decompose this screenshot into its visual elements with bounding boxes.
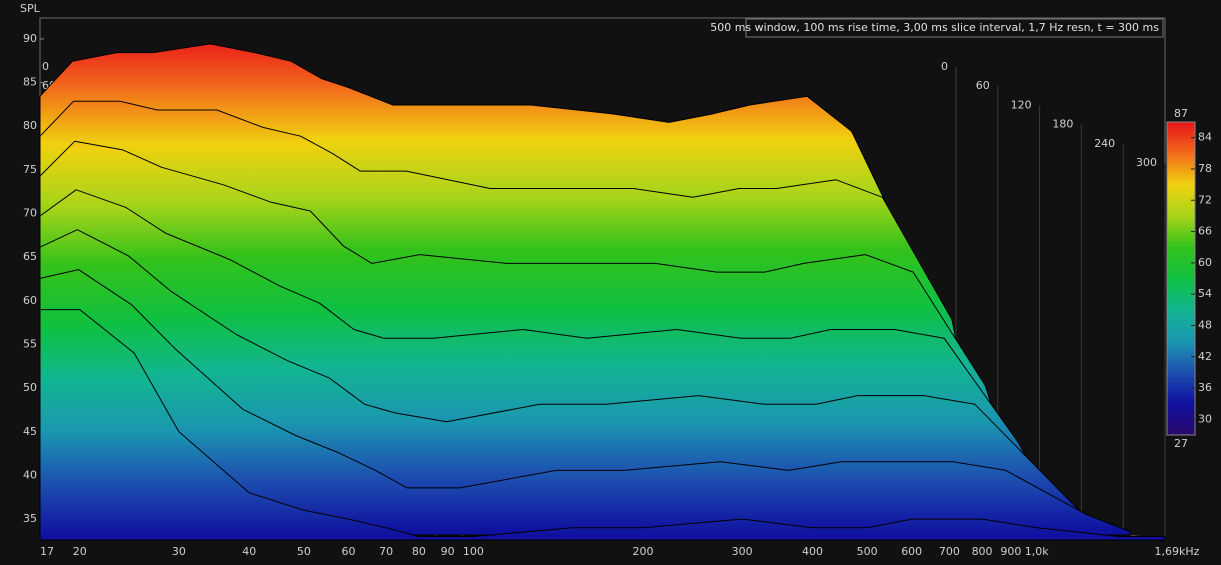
y-tick-label: 60 xyxy=(23,294,37,307)
colorbar-label: 66 xyxy=(1198,225,1212,238)
x-tick-label: 80 xyxy=(412,545,426,558)
info-text: 500 ms window, 100 ms rise time, 3,00 ms… xyxy=(710,21,1159,34)
y-tick-label: 35 xyxy=(23,512,37,525)
colorbar-max: 87 xyxy=(1174,107,1188,120)
y-tick-label: 40 xyxy=(23,468,37,481)
y-tick-label: 85 xyxy=(23,76,37,89)
y-tick-label: 80 xyxy=(23,119,37,132)
y-tick-label: 70 xyxy=(23,207,37,220)
colorbar xyxy=(1166,121,1196,436)
x-tick-label: 700 xyxy=(939,545,960,558)
x-tick-label: 800 xyxy=(972,545,993,558)
colorbar-label: 36 xyxy=(1198,381,1212,394)
x-tick-label: 1,0k xyxy=(1025,545,1049,558)
info-box xyxy=(745,18,1164,38)
x-tick-label: 200 xyxy=(632,545,653,558)
x-tick-label: 300 xyxy=(732,545,753,558)
y-tick-label: 90 xyxy=(23,32,37,45)
colorbar-label: 30 xyxy=(1198,412,1212,425)
y-tick-label: 75 xyxy=(23,163,37,176)
x-tick-label: 20 xyxy=(73,545,87,558)
y-tick-label: 50 xyxy=(23,381,37,394)
depth-label: 0 xyxy=(42,60,49,73)
y-tick-label: 55 xyxy=(23,337,37,350)
depth-label: 240 xyxy=(1094,137,1115,150)
depth-label: 300 xyxy=(1136,156,1157,169)
x-tick-label: 500 xyxy=(857,545,878,558)
depth-label: 0 xyxy=(941,60,948,73)
x-tick-label: 400 xyxy=(802,545,823,558)
colorbar-label: 78 xyxy=(1198,162,1212,175)
depth-label: 180 xyxy=(1052,118,1073,131)
colorbar-label: 72 xyxy=(1198,193,1212,206)
slice xyxy=(39,309,1166,541)
depth-label: 60 xyxy=(976,79,990,92)
x-tick-label: 17 xyxy=(40,545,54,558)
colorbar-label: 54 xyxy=(1198,287,1212,300)
colorbar-label: 48 xyxy=(1198,318,1212,331)
x-tick-label: 100 xyxy=(463,545,484,558)
colorbar-min: 27 xyxy=(1174,437,1188,450)
x-tick-label: 600 xyxy=(901,545,922,558)
x-tick-label: 60 xyxy=(341,545,355,558)
y-axis-label: SPL xyxy=(20,2,41,15)
x-tick-label: 1,69kHz xyxy=(1155,545,1200,558)
x-tick-label: 70 xyxy=(379,545,393,558)
x-tick-label: 900 xyxy=(1000,545,1021,558)
depth-label: 120 xyxy=(1011,98,1032,111)
y-tick-label: 45 xyxy=(23,425,37,438)
y-tick-label: 65 xyxy=(23,250,37,263)
x-tick-label: 50 xyxy=(297,545,311,558)
x-tick-label: 30 xyxy=(172,545,186,558)
x-tick-label: 90 xyxy=(441,545,455,558)
x-tick-label: 40 xyxy=(242,545,256,558)
colorbar-label: 60 xyxy=(1198,256,1212,269)
colorbar-label: 84 xyxy=(1198,131,1212,144)
colorbar-label: 42 xyxy=(1198,350,1212,363)
slice xyxy=(39,269,1131,536)
